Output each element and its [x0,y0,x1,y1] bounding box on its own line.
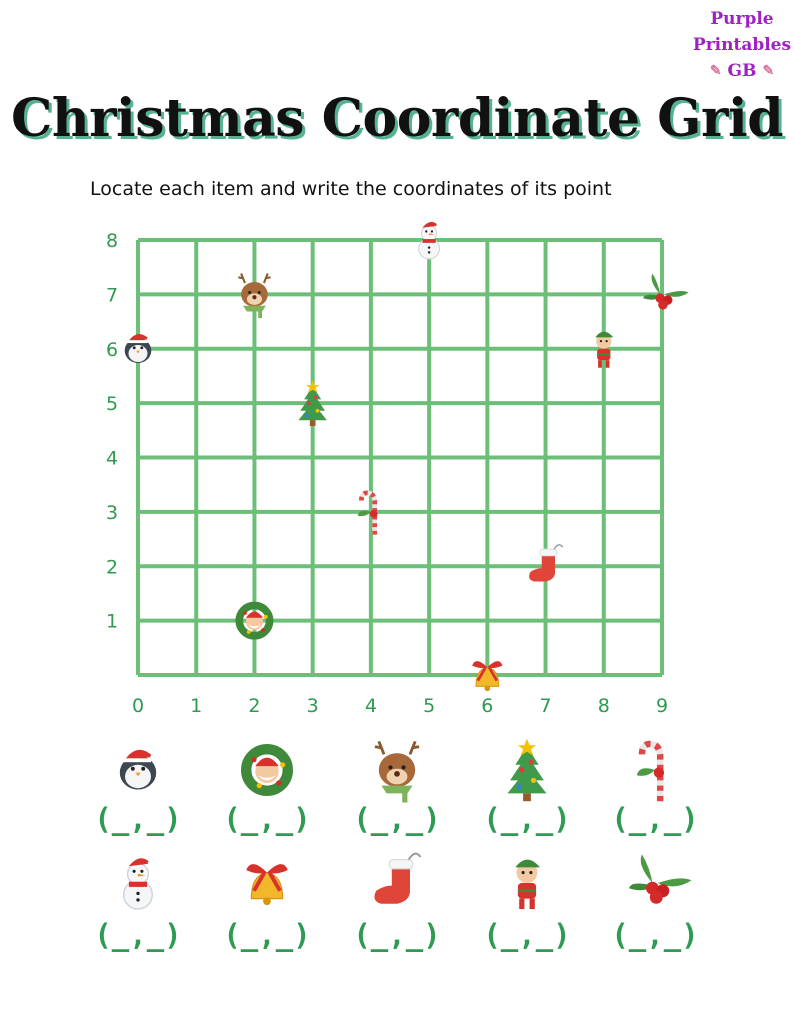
x-tick-label: 5 [423,695,435,717]
answer-blank[interactable]: (_,_) [353,802,441,836]
x-tick-label: 2 [248,695,260,717]
answer-blank[interactable]: (_,_) [94,918,182,952]
x-tick-label: 6 [481,695,493,717]
y-tick-label: 6 [106,339,118,361]
y-tick-label: 7 [106,284,118,306]
brand-line-1: Purple [710,9,774,29]
brand-line-3-row: ✎ GB ✎ [690,58,794,84]
y-tick-label: 5 [106,393,118,415]
brand-line-2: Printables [692,35,792,55]
x-tick-label: 8 [598,695,610,717]
answer-blank[interactable]: (_,_) [611,802,699,836]
answer-blank[interactable]: (_,_) [353,918,441,952]
x-tick-label: 1 [190,695,202,717]
pencil-icon: ✎ [709,63,722,79]
y-tick-label: 2 [106,556,118,578]
answer-blank[interactable]: (_,_) [483,918,571,952]
y-tick-label: 8 [106,230,118,252]
x-tick-label: 7 [540,695,552,717]
pencil-icon: ✎ [762,63,775,79]
answer-blank[interactable]: (_,_) [223,802,311,836]
x-tick-label: 0 [132,695,144,717]
answer-blank[interactable]: (_,_) [223,918,311,952]
page-title: Christmas Coordinate Grid [10,88,784,149]
y-tick-label: 4 [106,448,118,470]
y-tick-label: 1 [106,611,118,633]
x-tick-label: 3 [307,695,319,717]
answer-blank[interactable]: (_,_) [483,802,571,836]
instructions: Locate each item and write the coordinat… [90,178,612,200]
answer-blank[interactable]: (_,_) [94,802,182,836]
x-tick-label: 4 [365,695,377,717]
x-tick-label: 9 [656,695,668,717]
y-tick-label: 3 [106,502,118,524]
brand-logo: Purple Printables ✎ GB ✎ [690,6,794,84]
brand-line-3: GB [727,61,757,81]
answer-blank[interactable]: (_,_) [611,918,699,952]
